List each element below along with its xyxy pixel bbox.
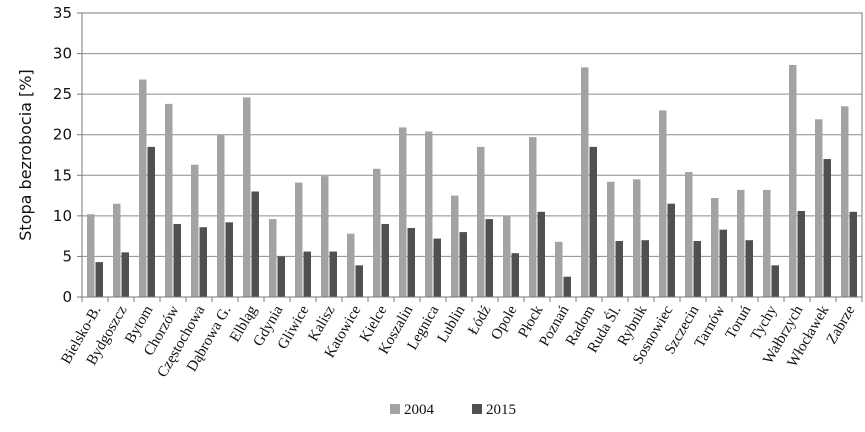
bar-2004-legnica [425,131,433,297]
bar-2004-opole [503,215,511,297]
y-tick-label-25: 25 [53,85,72,103]
bar-2015-bydgoszcz [121,252,129,297]
bar-2015-radom [589,146,597,297]
bar-2004-kielce [373,168,381,297]
bar-2015-lublin [459,232,467,297]
legend-label-2015: 2015 [486,402,516,418]
bar-2015-walbrzych [797,210,805,297]
bar-2004-kalisz [321,176,329,297]
x-axis-ticks: Bielsko-B.BydgoszczBytomChorzówCzęstocho… [58,297,863,380]
bar-2004-tarnow [711,198,719,297]
bar-2004-plock [529,137,537,297]
bar-2004-szczecin [685,172,693,297]
legend-swatch-2015 [472,404,482,414]
bar-2004-sosnowiec [659,110,667,297]
bar-2015-opole [511,253,519,297]
bar-2004-tychy [763,189,771,297]
bar-2015-sosnowiec [667,203,675,297]
plot-area-border [81,12,863,298]
bar-2004-lodz [477,146,485,297]
bar-2004-poznan [555,241,563,297]
bar-2004-bytom [139,79,147,297]
bar-2015-czestochowa [199,227,207,297]
bar-2015-plock [537,211,545,297]
legend-swatch-2004 [390,404,400,414]
bar-2015-poznan [563,276,571,297]
bar-2015-legnica [433,238,441,297]
y-axis-label: Stopa bezrobocia [%] [16,69,35,240]
bar-2004-bielsko-b [87,214,95,297]
bar-2015-elblag [251,191,259,297]
bar-2004-bydgoszcz [113,203,121,297]
bar-2004-zabrze [841,106,849,297]
bar-2015-torun [745,240,753,297]
bar-2015-rybnik [641,240,649,297]
bar-2015-ruda-sl [615,241,623,297]
bar-2015-lodz [485,219,493,297]
bar-2004-czestochowa [191,164,199,297]
bar-2004-ruda-sl [607,181,615,297]
bar-2015-szczecin [693,241,701,297]
legend: 2004 2015 [390,402,516,418]
bar-2004-lublin [451,195,459,297]
gridlines [82,53,862,257]
bar-2015-dabrowa-g [225,222,233,297]
bar-2004-elblag [243,97,251,297]
bar-2004-wloclawek [815,119,823,297]
y-tick-label-30: 30 [53,45,72,63]
bar-2004-katowice [347,233,355,297]
bar-2015-kielce [381,223,389,297]
bar-2004-dabrowa-g [217,134,225,297]
bar-2015-bytom [147,146,155,297]
x-tick-label-lublin: Lublin [435,303,469,346]
x-tick-label-opole: Opole [488,303,520,343]
bar-2004-radom [581,67,589,297]
y-axis-ticks: 0 5 10 15 20 25 30 35 [53,4,82,306]
bar-2015-gliwice [303,251,311,297]
bar-2015-gdynia [277,256,285,297]
bar-2004-koszalin [399,127,407,297]
bar-2004-chorzow [165,103,173,297]
bar-2004-walbrzych [789,64,797,297]
bar-2004-gliwice [295,182,303,297]
y-tick-label-0: 0 [62,288,72,306]
bar-2015-koszalin [407,228,415,297]
bar-2015-chorzow [173,223,181,297]
bar-2015-wloclawek [823,159,831,297]
legend-label-2004: 2004 [404,402,435,418]
bar-2015-zabrze [849,211,857,297]
bar-2004-torun [737,189,745,297]
bar-2015-kalisz [329,251,337,297]
bar-2015-katowice [355,265,363,297]
bar-2015-tarnow [719,229,727,297]
bar-2015-bielsko-b [95,262,103,297]
y-tick-label-35: 35 [53,4,72,22]
bar-2015-tychy [771,265,779,297]
y-tick-label-15: 15 [53,166,72,184]
bars [87,64,857,297]
y-tick-label-5: 5 [62,247,72,265]
bar-2004-gdynia [269,219,277,297]
bar-2004-rybnik [633,179,641,297]
y-tick-label-10: 10 [53,207,72,225]
y-tick-label-20: 20 [53,126,72,144]
